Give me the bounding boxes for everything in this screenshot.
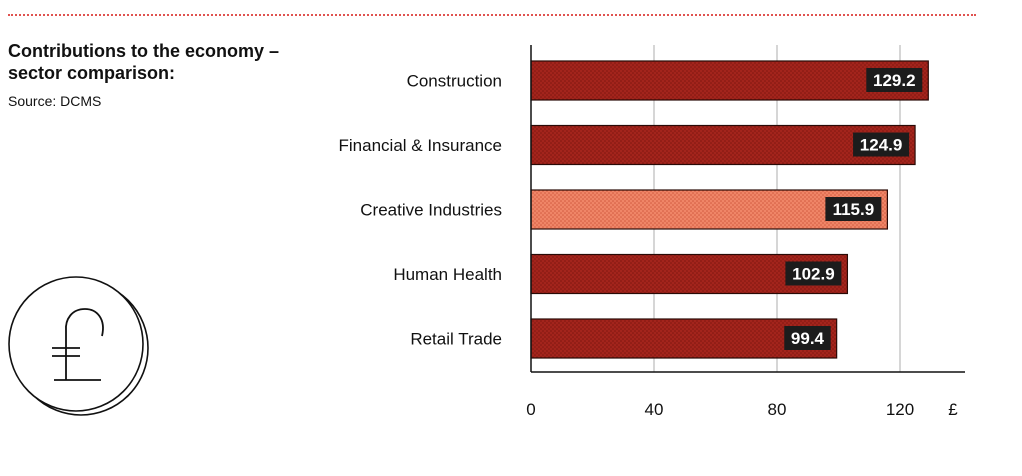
- x-tick-label: 0: [526, 400, 535, 419]
- value-label-box: [853, 132, 910, 157]
- value-label: 102.9: [792, 265, 835, 284]
- x-tick-label: 80: [768, 400, 787, 419]
- category-label: Financial & Insurance: [339, 136, 502, 155]
- bar: [530, 124, 916, 166]
- x-unit-label: £: [948, 400, 958, 419]
- x-tick-label: 120: [886, 400, 914, 419]
- value-label: 115.9: [833, 200, 875, 219]
- pound-coin-icon: [8, 276, 149, 416]
- category-label: Retail Trade: [410, 330, 502, 349]
- value-label-box: [784, 326, 831, 350]
- value-label-box: [785, 261, 842, 286]
- bar: [530, 60, 929, 101]
- source-note: Source: DCMS: [8, 93, 102, 109]
- value-label: 99.4: [791, 329, 825, 348]
- value-label: 129.2: [873, 71, 916, 90]
- category-label: Construction: [407, 72, 502, 91]
- category-label: Human Health: [393, 265, 502, 284]
- top-dotted-rule: [8, 14, 976, 16]
- value-label-box: [825, 197, 882, 221]
- value-label: 124.9: [860, 136, 903, 155]
- chart-title: Contributions to the economy – sector co…: [8, 41, 280, 83]
- x-tick-label: 40: [645, 400, 664, 419]
- value-label-box: [866, 68, 923, 92]
- category-label: Creative Industries: [360, 201, 502, 220]
